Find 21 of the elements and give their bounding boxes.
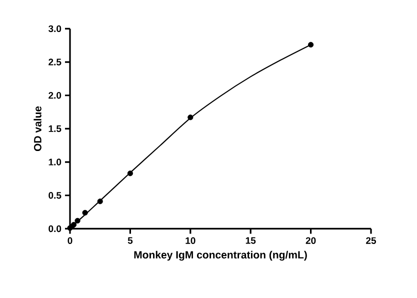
point bbox=[97, 198, 103, 204]
point bbox=[74, 218, 80, 224]
x-tick-label: 10 bbox=[186, 237, 196, 244]
x-tick-label: 15 bbox=[246, 237, 256, 244]
point bbox=[308, 42, 314, 48]
x-tick-label: 20 bbox=[306, 237, 316, 244]
x-tick-label: 0 bbox=[68, 237, 72, 244]
y-tick-label: 0.5 bbox=[48, 192, 62, 199]
point bbox=[82, 210, 88, 216]
x-axis-title: Monkey IgM concentration (ng/mL) bbox=[134, 250, 307, 261]
y-tick-label: 2.5 bbox=[48, 58, 62, 66]
y-tick-label: 2.0 bbox=[48, 92, 62, 99]
y-tick-label: 3.0 bbox=[48, 25, 62, 32]
x-tick-label: 25 bbox=[366, 237, 376, 244]
y-tick-label: 0.0 bbox=[48, 225, 62, 232]
point bbox=[188, 114, 194, 120]
y-tick-label: 1.0 bbox=[48, 158, 62, 166]
point bbox=[127, 170, 134, 176]
y-axis-title: OD value bbox=[34, 106, 42, 152]
x-tick-label: 5 bbox=[128, 237, 133, 244]
y-tick-label: 1.5 bbox=[48, 125, 62, 132]
